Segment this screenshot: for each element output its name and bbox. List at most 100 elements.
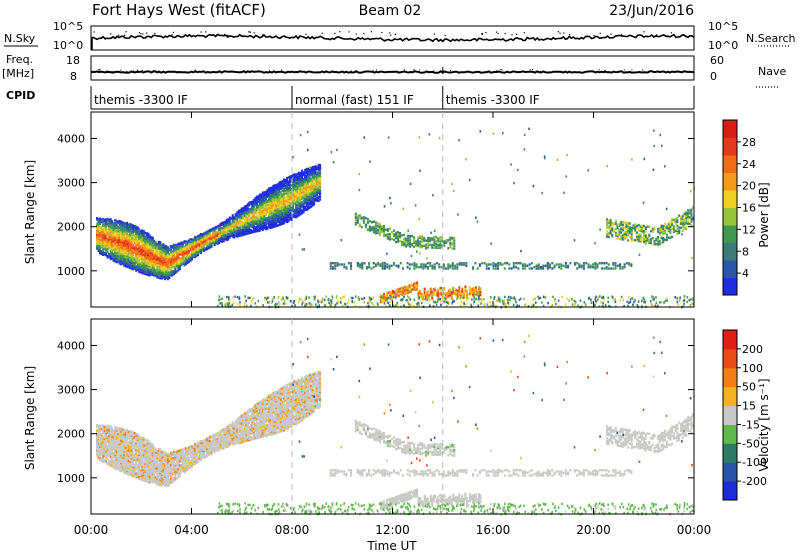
main-band-cell (121, 223, 124, 227)
main-band-cell (135, 253, 138, 256)
main-band-cell (228, 236, 231, 239)
mid-band-cell (460, 262, 463, 265)
main-band-cell (97, 233, 100, 237)
main-band-cell (258, 196, 261, 199)
main-band-cell (296, 179, 299, 182)
near-range-cell (395, 288, 397, 292)
main-band-cell (245, 216, 248, 220)
main-band-cell (108, 229, 111, 232)
main-band-cell (117, 249, 120, 253)
evening-band-cell (374, 230, 377, 234)
late-band-cell (685, 226, 688, 229)
late-band-cell (669, 230, 672, 233)
main-band-cell (157, 272, 160, 275)
main-band-cell (222, 226, 225, 229)
main-band-cell (109, 249, 112, 253)
near-range-cell (473, 289, 476, 292)
main-band-cell (310, 177, 313, 181)
main-band-cell (132, 244, 135, 247)
main-band-cell (242, 216, 245, 219)
ground-noise-cell (387, 296, 390, 300)
ground-noise-cell (496, 299, 498, 302)
main-band-cell (142, 243, 145, 246)
main-band-cell (157, 265, 160, 269)
main-band-cell (172, 249, 175, 252)
late-band-cell (665, 225, 668, 228)
mid-band-cell (582, 267, 585, 270)
near-range-cell (465, 292, 468, 296)
main-band-cell (156, 252, 159, 255)
main-band-cell (109, 244, 112, 247)
main-band-cell (287, 210, 290, 214)
main-band-cell (308, 173, 311, 176)
main-band-cell (206, 234, 209, 237)
main-band-cell (111, 240, 114, 243)
main-band-cell (168, 263, 171, 266)
main-band-cell (261, 214, 264, 217)
main-band-cell (151, 256, 154, 259)
mid-band-cell (508, 263, 511, 266)
main-band-cell (243, 214, 246, 217)
main-band-cell (148, 242, 151, 245)
late-band-cell (639, 228, 642, 231)
mid-band-cell (623, 266, 626, 269)
main-band-cell (109, 248, 112, 251)
main-band-cell (240, 219, 243, 222)
main-band-cell (157, 271, 160, 274)
main-band-cell (257, 204, 260, 207)
main-band-cell (121, 238, 124, 241)
mid-band-cell (384, 266, 386, 269)
main-band-cell (150, 242, 153, 246)
main-band-cell (169, 259, 172, 262)
main-band-cell (156, 272, 159, 275)
near-range-cell (402, 292, 405, 296)
main-band-cell (305, 190, 308, 193)
main-band-cell (157, 240, 160, 244)
main-band-cell (162, 273, 165, 276)
main-band-cell (311, 201, 314, 204)
main-band-cell (145, 260, 148, 263)
ground-noise-cell (509, 296, 512, 299)
scatter-cell (465, 158, 467, 161)
nsearch-point (670, 32, 672, 34)
main-band-cell (109, 252, 112, 255)
main-band-cell (289, 179, 291, 182)
main-band-cell (209, 228, 212, 232)
main-band-cell (175, 258, 178, 261)
main-band-cell (281, 221, 284, 224)
main-band-cell (310, 173, 313, 177)
main-band-cell (313, 171, 316, 174)
main-band-cell (270, 206, 273, 209)
main-band-cell (243, 233, 246, 236)
main-band-cell (296, 197, 299, 201)
ground-noise-cell (250, 300, 253, 303)
scatter-cell (643, 157, 646, 161)
late-band-cell (667, 223, 670, 226)
main-band-cell (151, 272, 154, 275)
main-band-cell (123, 251, 126, 254)
ground-noise-cell (542, 304, 545, 308)
main-band-cell (118, 262, 121, 265)
nsearch-point (497, 32, 499, 35)
evening-band-cell (380, 225, 383, 228)
main-band-cell (286, 195, 288, 198)
ground-noise-cell (305, 305, 308, 308)
evening-band-cell (433, 243, 436, 247)
main-band-cell (222, 239, 225, 243)
main-band-cell (286, 190, 288, 193)
near-range-cell (461, 287, 464, 291)
main-band-cell (275, 185, 278, 188)
mid-band-cell (596, 264, 599, 267)
main-band-cell (298, 211, 300, 214)
near-range-cell (405, 286, 408, 289)
main-band-cell (308, 205, 311, 208)
main-band-cell (261, 200, 264, 204)
nave-point (137, 69, 139, 71)
main-band-cell (133, 226, 136, 229)
late-band-cell (660, 229, 663, 233)
main-band-cell (249, 224, 252, 228)
main-band-cell (307, 195, 310, 199)
main-band-cell (213, 229, 216, 232)
main-band-cell (133, 230, 136, 233)
near-range-cell (462, 293, 465, 297)
